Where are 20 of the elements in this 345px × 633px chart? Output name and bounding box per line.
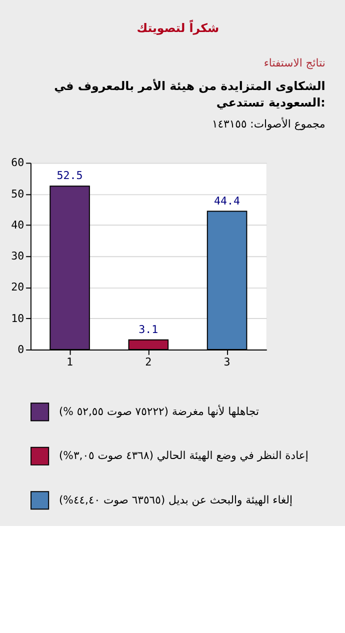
x-tick-label: 2 bbox=[145, 356, 152, 369]
y-tick-label: 40 bbox=[11, 218, 24, 232]
legend-label: إلغاء الهيئة والبحث عن بديل (٦٣٥٦٥ صوت ٤٤,٤٠%) bbox=[58, 493, 293, 506]
y-tick-label: 0 bbox=[18, 342, 24, 356]
text: الشكاوى المتزايدة من هيئة الأمر بالمعروف في السعودية تستدعي: bbox=[54, 78, 326, 110]
data-label: 44.4 bbox=[214, 194, 240, 208]
text: نتائج الاستفتاء bbox=[264, 56, 326, 70]
text: مجموع الأصوات: ١٤٣١٥٥ bbox=[212, 116, 326, 130]
y-tick-label: 50 bbox=[11, 187, 24, 200]
x-tick-label: 3 bbox=[224, 356, 230, 369]
y-tick-label: 10 bbox=[11, 312, 24, 325]
chart-title: شكراً لتصويتك bbox=[136, 19, 220, 36]
y-tick-label: 20 bbox=[11, 280, 24, 294]
legend-label: تجاهلها لأنها مغرضة (٧٥٢٢٢ صوت ٥٢,٥٥ %) bbox=[58, 404, 259, 418]
x-tick-label: 1 bbox=[66, 356, 74, 369]
y-tick-label: 60 bbox=[11, 156, 24, 170]
y-tick-label: 30 bbox=[11, 250, 24, 263]
data-label: 52.5 bbox=[56, 169, 83, 182]
data-label: 3.1 bbox=[138, 322, 158, 336]
legend-label: إعادة النظر في وضع الهيئة الحالي (٤٣٦٨ صوت ٣,٠٥%) bbox=[58, 449, 308, 462]
